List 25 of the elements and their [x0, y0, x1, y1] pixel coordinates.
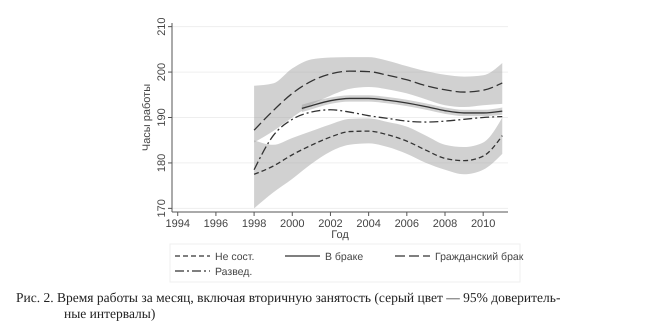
legend-label: Гражданский брак [435, 251, 524, 263]
line-series [253, 130, 503, 175]
x-tick-label: 2000 [280, 218, 305, 230]
line-series [253, 70, 503, 131]
legend-label: Развед. [215, 266, 252, 278]
x-axis-title: Год [331, 229, 350, 241]
x-tick-label: 1998 [242, 218, 266, 230]
x-tick-label: 2002 [318, 218, 343, 230]
legend-label: Не сост. [215, 251, 254, 263]
line-series [253, 109, 503, 170]
y-tick-label: 170 [156, 199, 168, 218]
y-axis-title: Часы работы [141, 84, 153, 152]
x-tick-label: 2006 [394, 218, 420, 230]
x-tick-label: 1994 [165, 218, 190, 230]
y-tick-label: 210 [156, 17, 168, 36]
y-tick-label: 200 [156, 62, 168, 82]
x-tick-label: 1996 [204, 218, 228, 230]
x-tick-label: 2004 [356, 218, 381, 230]
text: ные интервалы) [64, 306, 156, 321]
legend-label: В браке [325, 251, 364, 263]
x-tick-label: 2008 [432, 218, 458, 230]
text: Рис. 2. Время работы за месяц, включая вторичную занятость (серый цвет — 95% доверитель- [16, 290, 561, 305]
y-tick-label: 180 [156, 154, 168, 172]
x-tick-label: 2010 [470, 218, 496, 230]
y-tick-label: 190 [156, 108, 168, 127]
